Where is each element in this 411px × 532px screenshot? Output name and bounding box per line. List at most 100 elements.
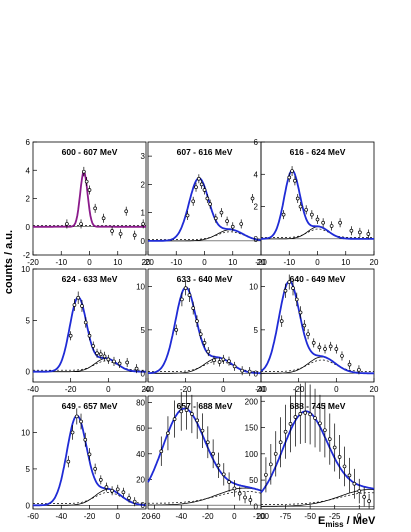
data-point: [264, 472, 268, 477]
y-tick-label: 40: [136, 450, 145, 459]
data-point: [127, 496, 131, 500]
data-point: [303, 410, 308, 415]
data-point: [308, 412, 312, 417]
y-tick-label: 4: [26, 166, 31, 175]
y-axis-label: counts / a.u.: [3, 230, 15, 294]
data-point: [98, 477, 103, 482]
component-curve: [261, 226, 374, 240]
data-point: [268, 462, 273, 467]
data-point: [80, 304, 84, 308]
data-point: [199, 182, 204, 187]
panel-title: 607 - 616 MeV: [177, 147, 233, 157]
x-tick-label: 20: [142, 385, 151, 394]
data-point: [352, 481, 357, 486]
x-tick-label: 10: [341, 258, 350, 267]
y-tick-label: -2: [23, 251, 31, 260]
data-point: [202, 188, 207, 192]
data-point: [219, 210, 224, 215]
x-tick-label: -40: [175, 512, 187, 521]
panel-frame: [32, 141, 147, 256]
x-tick-label: 0: [334, 385, 339, 394]
data-point: [232, 486, 237, 491]
data-point: [87, 188, 92, 192]
panel-frame: [32, 268, 147, 383]
data-point: [273, 451, 278, 456]
data-point: [283, 288, 288, 293]
data-point: [248, 498, 253, 502]
y-tick-label: 0: [254, 235, 259, 244]
data-point: [190, 412, 194, 416]
data-point: [287, 175, 292, 180]
y-tick-label: 5: [141, 326, 146, 335]
y-tick-label: 2: [141, 180, 146, 189]
data-point: [302, 323, 307, 328]
y-tick-label: 0: [141, 501, 146, 510]
y-tick-label: 0: [254, 369, 259, 378]
x-tick-label: -20: [293, 385, 305, 394]
data-point: [338, 220, 342, 225]
x-tick-label: -40: [27, 385, 39, 394]
y-tick-label: 10: [136, 282, 145, 291]
data-point: [180, 297, 184, 302]
data-point: [197, 176, 201, 181]
data-point: [93, 206, 98, 211]
y-tick-label: 60: [136, 424, 145, 433]
x-tick-label: 10: [113, 258, 122, 267]
y-tick-label: 3: [141, 152, 146, 161]
data-point: [213, 216, 218, 221]
fit-total-curve: [33, 414, 146, 507]
data-point: [311, 341, 316, 345]
data-point: [195, 418, 200, 423]
x-tick-label: 0: [106, 385, 111, 394]
data-point: [367, 499, 371, 503]
data-point: [194, 185, 198, 190]
data-point: [132, 499, 137, 504]
y-tick-label: 5: [254, 326, 259, 335]
data-point: [216, 463, 221, 468]
panel-title: 616 - 624 MeV: [290, 147, 346, 157]
data-point: [239, 222, 244, 226]
x-tick-label: 0: [221, 385, 226, 394]
data-point: [87, 333, 92, 338]
panel-frame: [260, 395, 375, 510]
data-point: [132, 233, 137, 238]
data-point: [349, 228, 354, 233]
data-point: [337, 455, 342, 459]
data-point: [334, 347, 339, 351]
data-point: [211, 451, 215, 456]
panel-3: -20 -10 0 10 20 0 2 4 6 616 - 624 MeV: [254, 138, 379, 267]
data-point: [98, 352, 103, 357]
x-tick-label: -10: [55, 258, 67, 267]
data-point: [357, 489, 362, 493]
data-point: [115, 487, 120, 492]
x-tick-label: -20: [142, 258, 154, 267]
y-tick-label: 1: [141, 209, 146, 218]
data-point: [212, 358, 216, 363]
x-tick-label: 20: [370, 258, 379, 267]
component-curve: [148, 487, 262, 506]
data-point: [323, 428, 327, 433]
data-point: [288, 422, 293, 426]
data-point: [205, 196, 210, 201]
data-point: [102, 354, 107, 359]
data-point: [281, 212, 286, 217]
background-dashed-line: [148, 231, 262, 240]
data-point: [358, 230, 362, 235]
data-point: [329, 224, 334, 228]
background-dashed-line: [261, 359, 374, 372]
data-point: [87, 452, 92, 457]
data-point: [366, 232, 371, 236]
x-tick-label: 0: [87, 258, 92, 267]
data-point: [247, 369, 252, 374]
data-point: [141, 222, 146, 226]
y-tick-label: 5: [26, 465, 31, 474]
data-point: [195, 319, 199, 324]
data-point: [313, 416, 317, 420]
x-tick-label: 0: [232, 512, 237, 521]
x-tick-label: -40: [142, 385, 154, 394]
panel-title: 633 - 640 MeV: [177, 274, 233, 284]
data-point: [240, 368, 245, 373]
